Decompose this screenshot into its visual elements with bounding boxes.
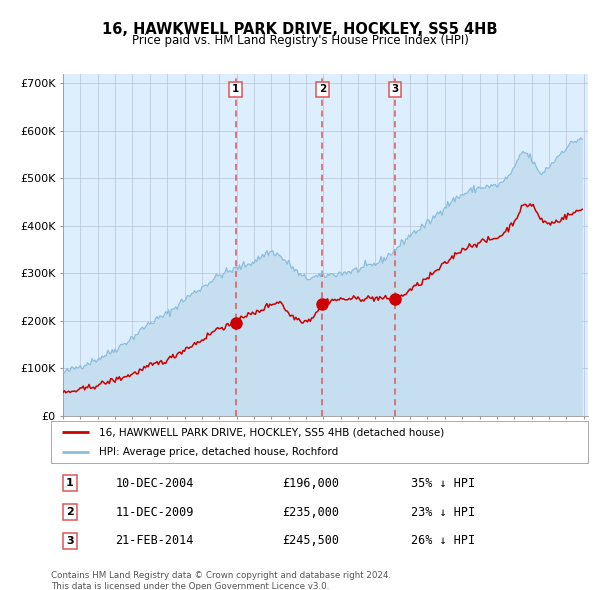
Text: £245,500: £245,500 [282, 535, 339, 548]
Text: HPI: Average price, detached house, Rochford: HPI: Average price, detached house, Roch… [100, 447, 338, 457]
Text: 35% ↓ HPI: 35% ↓ HPI [411, 477, 475, 490]
Text: 1: 1 [66, 478, 74, 489]
Text: 11-DEC-2009: 11-DEC-2009 [115, 506, 194, 519]
Text: £235,000: £235,000 [282, 506, 339, 519]
Text: £196,000: £196,000 [282, 477, 339, 490]
Text: 1: 1 [232, 84, 239, 94]
Text: 23% ↓ HPI: 23% ↓ HPI [411, 506, 475, 519]
Text: 21-FEB-2014: 21-FEB-2014 [115, 535, 194, 548]
Text: 26% ↓ HPI: 26% ↓ HPI [411, 535, 475, 548]
Text: 3: 3 [392, 84, 399, 94]
Text: Contains HM Land Registry data © Crown copyright and database right 2024.
This d: Contains HM Land Registry data © Crown c… [51, 571, 391, 590]
Text: 2: 2 [319, 84, 326, 94]
Text: 3: 3 [66, 536, 74, 546]
Text: 2: 2 [66, 507, 74, 517]
Text: 10-DEC-2004: 10-DEC-2004 [115, 477, 194, 490]
Text: 16, HAWKWELL PARK DRIVE, HOCKLEY, SS5 4HB (detached house): 16, HAWKWELL PARK DRIVE, HOCKLEY, SS5 4H… [100, 427, 445, 437]
Text: Price paid vs. HM Land Registry's House Price Index (HPI): Price paid vs. HM Land Registry's House … [131, 34, 469, 47]
Text: 16, HAWKWELL PARK DRIVE, HOCKLEY, SS5 4HB: 16, HAWKWELL PARK DRIVE, HOCKLEY, SS5 4H… [102, 22, 498, 37]
